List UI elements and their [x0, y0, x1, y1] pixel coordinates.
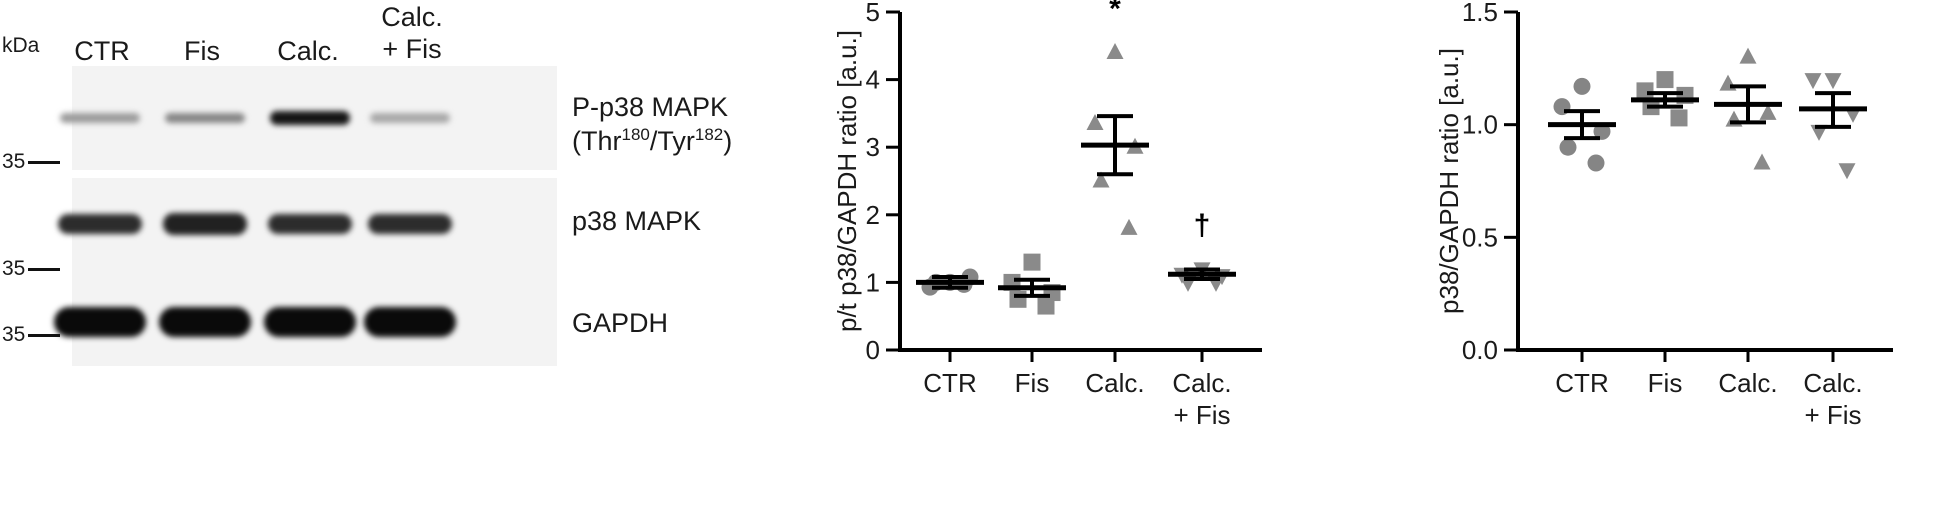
x-tick-label: + Fis — [1804, 400, 1861, 430]
marker-35-label-3: 35 — [2, 323, 26, 346]
protein-label-p-p38-line1: P-p38 MAPK — [572, 92, 729, 122]
band-p-p38-lane-3 — [270, 111, 350, 125]
lane-label-ctr: CTR — [74, 36, 130, 66]
marker-35-label-2: 35 — [2, 257, 26, 280]
band-gapdh-lane-1 — [54, 307, 146, 337]
x-tick-label: Calc. — [1718, 368, 1777, 398]
x-tick-label: + Fis — [1173, 400, 1230, 430]
y-tick-label: 0.5 — [1462, 222, 1498, 252]
marker-35-line-2 — [28, 268, 60, 271]
y-tick-label: 1.0 — [1462, 110, 1498, 140]
data-point-fis — [1656, 71, 1674, 89]
data-point-fis — [1037, 297, 1055, 315]
data-point-calc — [1086, 114, 1104, 131]
data-point-ctr — [1593, 122, 1611, 140]
protein-label-p-p38-line2: (Thr180/Tyr182) — [572, 125, 733, 156]
band-p38-lane-3 — [268, 213, 352, 235]
band-p38-lane-4 — [368, 213, 452, 235]
significance-marker: * — [1109, 0, 1121, 26]
data-point-calc-fis — [1824, 73, 1842, 90]
data-point-calc — [1106, 43, 1124, 60]
band-p38-lane-2 — [163, 213, 247, 235]
lane-label-fis: Fis — [184, 36, 220, 66]
x-tick-label: Fis — [1015, 368, 1050, 398]
data-point-calc — [1753, 153, 1771, 170]
y-tick-label: 3 — [866, 132, 880, 162]
lane-label-calc-fis-line1: Calc. — [381, 2, 443, 32]
x-tick-label: CTR — [923, 368, 976, 398]
marker-35-line-1 — [28, 161, 60, 164]
data-point-calc-fis — [1838, 163, 1856, 180]
data-point-fis — [1670, 109, 1688, 127]
data-point-calc — [1739, 47, 1757, 64]
data-point-calc — [1120, 218, 1138, 235]
y-tick-label: 0.0 — [1462, 335, 1498, 365]
y-axis-label: p38/GAPDH ratio [a.u.] — [1434, 48, 1464, 314]
x-tick-label: Calc. — [1803, 368, 1862, 398]
data-point-fis — [1009, 290, 1027, 308]
chart-p38-gapdh-ratio: p38/GAPDH ratio [a.u.] 0.0 0.5 1.0 1.5 CTR Fis… — [1434, 0, 1893, 430]
data-point-fis — [1023, 253, 1041, 271]
band-p38-lane-1 — [58, 213, 142, 235]
band-gapdh-lane-2 — [159, 307, 251, 337]
x-tick-label: Calc. — [1085, 368, 1144, 398]
data-point-fis — [1636, 82, 1654, 100]
y-tick-label: 0 — [866, 335, 880, 365]
band-gapdh-lane-4 — [364, 307, 456, 337]
data-point-calc — [1759, 103, 1777, 120]
protein-label-p38: p38 MAPK — [572, 206, 702, 236]
x-tick-label: Fis — [1648, 368, 1683, 398]
band-p-p38-lane-2 — [165, 112, 245, 124]
y-tick-label: 5 — [866, 0, 880, 27]
marker-35-label-1: 35 — [2, 150, 26, 173]
data-point-calc-fis — [1810, 124, 1828, 141]
data-point-ctr — [1559, 138, 1577, 156]
marker-35-line-3 — [28, 334, 60, 337]
y-axis-label: p/t p38/GAPDH ratio [a.u.] — [832, 30, 862, 332]
data-point-ctr — [1573, 77, 1591, 95]
y-tick-label: 1 — [866, 267, 880, 297]
data-point-calc — [1092, 171, 1110, 188]
protein-label-gapdh: GAPDH — [572, 308, 669, 338]
chart-p-t-p38-ratio: p/t p38/GAPDH ratio [a.u.]0 1 2 3 4 5 CTR Fis Ca… — [832, 0, 1262, 430]
x-tick-label: Calc. — [1172, 368, 1231, 398]
band-p-p38-lane-1 — [60, 112, 140, 124]
y-tick-label: 4 — [866, 65, 880, 95]
data-point-ctr — [1587, 154, 1605, 172]
data-point-calc-fis — [1804, 73, 1822, 90]
kda-label: kDa — [2, 34, 40, 57]
y-tick-label: 2 — [866, 200, 880, 230]
band-gapdh-lane-3 — [264, 307, 356, 337]
x-tick-label: CTR — [1555, 368, 1608, 398]
significance-marker: † — [1194, 209, 1211, 242]
lane-label-calc-fis-line2: + Fis — [382, 34, 442, 64]
band-p-p38-lane-4 — [370, 112, 450, 124]
y-tick-label: 1.5 — [1462, 0, 1498, 27]
lane-label-calc: Calc. — [277, 36, 339, 66]
